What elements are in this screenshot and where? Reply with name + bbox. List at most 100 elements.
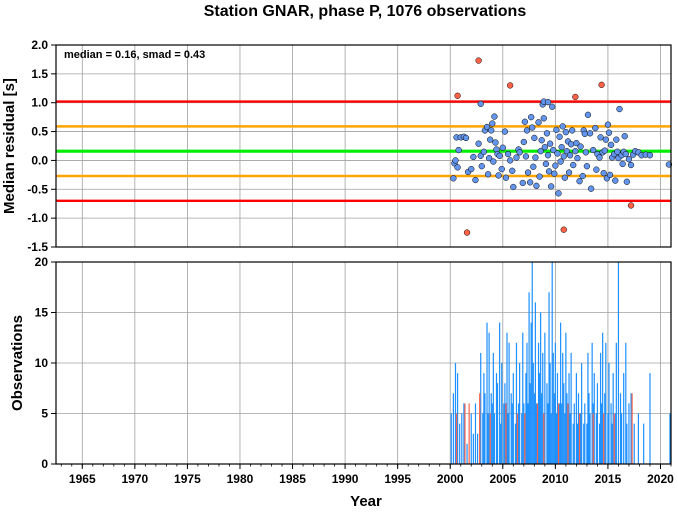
observation-bar xyxy=(584,403,586,464)
observation-bar xyxy=(570,352,572,464)
observation-bar xyxy=(565,332,567,464)
outlier-point xyxy=(507,82,514,89)
observation-bar xyxy=(568,373,570,464)
observation-bar xyxy=(491,403,493,464)
residual-point xyxy=(483,123,491,131)
observation-bar xyxy=(602,332,604,464)
residual-point xyxy=(600,169,607,177)
residual-point xyxy=(592,124,599,132)
residual-point xyxy=(502,174,510,181)
residual-point xyxy=(646,152,654,159)
observation-bar xyxy=(482,413,484,464)
residual-point xyxy=(499,144,506,151)
residual-point xyxy=(523,127,531,134)
observation-bar xyxy=(615,342,617,464)
observation-bar xyxy=(493,413,495,464)
residual-points xyxy=(450,57,673,236)
observation-bar xyxy=(501,363,503,464)
observation-bar xyxy=(604,393,606,464)
residual-point xyxy=(532,154,539,161)
reference-lines xyxy=(56,100,671,203)
residual-point xyxy=(574,154,581,162)
residual-point xyxy=(560,153,567,160)
residual-point xyxy=(480,148,488,155)
residual-point xyxy=(616,105,623,113)
residual-point xyxy=(569,127,576,134)
y-tick-label: 20 xyxy=(35,255,49,269)
observation-bar xyxy=(522,332,524,464)
residual-point xyxy=(475,140,482,147)
residual-point xyxy=(504,150,512,158)
residual-point xyxy=(579,172,586,180)
observation-bar xyxy=(534,302,536,464)
residual-point xyxy=(470,153,477,161)
residual-point xyxy=(597,134,604,141)
observation-bar xyxy=(625,342,627,464)
residual-point xyxy=(565,169,573,176)
residual-point xyxy=(621,133,628,140)
outlier-point xyxy=(463,229,471,236)
observation-bar xyxy=(620,413,623,464)
residual-point xyxy=(526,179,534,186)
y-tick-label: 0.5 xyxy=(31,125,48,139)
observation-bar xyxy=(562,352,564,464)
residual-point xyxy=(557,158,564,165)
observation-bar xyxy=(523,403,525,464)
residual-point xyxy=(544,98,552,106)
observation-bar xyxy=(556,373,559,464)
residual-point xyxy=(484,171,492,178)
residual-point xyxy=(520,138,527,146)
residual-point xyxy=(509,167,516,174)
observation-bar xyxy=(516,413,519,464)
observation-bar xyxy=(533,393,535,464)
residual-point xyxy=(533,182,540,189)
y-tick-label: -1.5 xyxy=(27,240,48,254)
residual-point xyxy=(586,130,594,137)
residual-point xyxy=(454,164,461,171)
observation-bar xyxy=(503,403,505,464)
residual-point xyxy=(501,128,509,135)
observation-bar xyxy=(490,393,492,464)
observation-bar xyxy=(630,393,632,464)
observation-bar xyxy=(525,373,527,464)
observation-bar xyxy=(669,413,671,464)
observation-bar xyxy=(614,413,616,464)
residual-point xyxy=(516,149,523,156)
observation-bar xyxy=(540,312,542,464)
residual-point xyxy=(545,168,553,175)
residual-point xyxy=(536,173,543,180)
observation-bar xyxy=(537,342,540,464)
observation-bar xyxy=(499,322,501,464)
observation-bar xyxy=(483,373,485,464)
observation-bar xyxy=(626,423,628,464)
observation-bar xyxy=(454,363,457,464)
y-tick-label: 1.5 xyxy=(31,67,48,81)
observation-bar xyxy=(535,403,538,464)
observation-bar xyxy=(455,413,458,464)
residual-point xyxy=(562,128,570,136)
residual-point xyxy=(538,137,545,144)
observation-bar xyxy=(472,433,474,464)
outlier-point xyxy=(627,202,635,209)
residual-point xyxy=(582,149,589,156)
observation-bar xyxy=(514,423,517,464)
residual-point xyxy=(665,161,673,168)
residual-point xyxy=(522,153,530,160)
observation-bar xyxy=(550,413,552,464)
observation-bar xyxy=(541,393,543,464)
residual-point xyxy=(528,113,535,121)
observation-bar xyxy=(573,403,575,464)
observation-bar xyxy=(607,413,609,464)
observation-bar xyxy=(612,373,614,464)
observation-bar xyxy=(506,332,508,464)
observation-bar xyxy=(504,383,506,464)
residual-point xyxy=(548,183,555,190)
observation-bar xyxy=(511,403,513,464)
observation-bar xyxy=(529,383,531,464)
observation-bar xyxy=(521,413,523,464)
residual-point xyxy=(455,146,462,154)
observation-bar xyxy=(528,292,530,464)
y-tick-label: 0 xyxy=(41,457,48,471)
residual-point xyxy=(590,146,597,154)
residual-point xyxy=(581,130,588,138)
